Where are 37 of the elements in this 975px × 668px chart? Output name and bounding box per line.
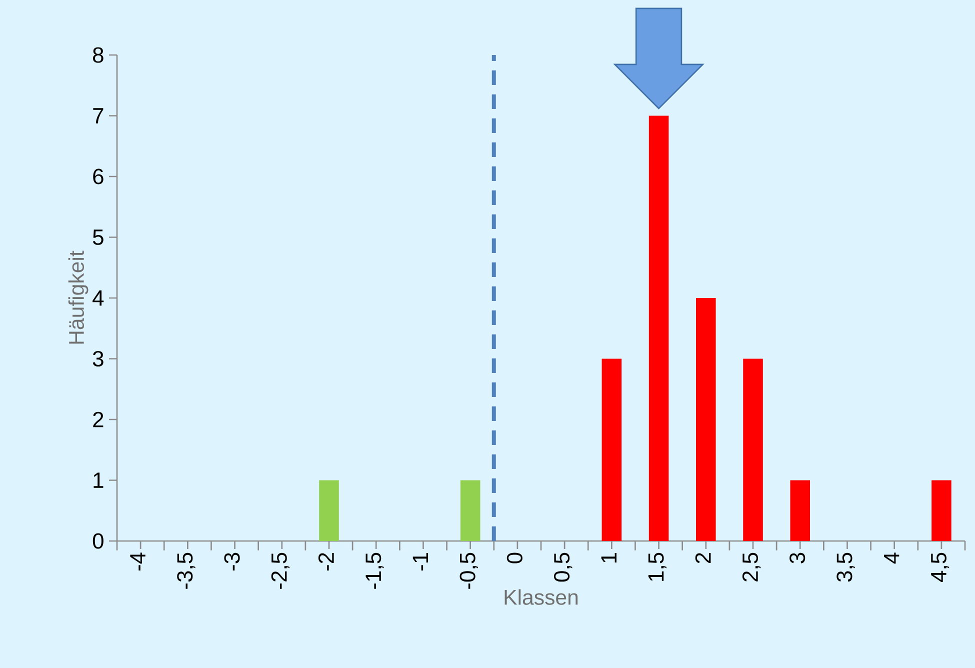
x-tick-label: 0,5 (554, 552, 572, 582)
x-tick-label: 4,5 (931, 552, 950, 582)
bar (696, 298, 716, 541)
y-tick-label: 2 (93, 412, 104, 428)
bar (602, 358, 622, 541)
x-tick-label: -2 (318, 553, 334, 571)
bar (460, 480, 480, 541)
y-tick-label: 0 (92, 533, 104, 549)
x-tick-label: -2,5 (271, 552, 290, 589)
y-axis-title: Häufigkeit (68, 250, 88, 344)
bar (648, 116, 669, 541)
y-tick-label: 4 (92, 290, 104, 306)
x-tick-label: 2,5 (742, 552, 761, 582)
x-tick-label: 1 (601, 553, 616, 562)
x-tick-label: -4 (130, 552, 146, 571)
y-tick-label: 1 (94, 472, 104, 488)
x-tick-label: 4 (884, 552, 900, 564)
y-tick-label: 7 (93, 108, 104, 124)
x-axis-title: Klassen (504, 589, 578, 605)
y-tick-label: 8 (93, 47, 104, 63)
x-tick-label: 3,5 (836, 552, 855, 582)
x-tick-label: -3 (224, 552, 240, 571)
x-tick-label: 0 (506, 552, 522, 564)
x-tick-label: 1,5 (648, 552, 666, 581)
x-tick-label: 3 (790, 552, 806, 564)
x-tick-label: -0,5 (460, 552, 478, 589)
y-tick-label: 5 (92, 230, 104, 245)
x-tick-label: -3,5 (177, 552, 196, 589)
bar (932, 480, 952, 541)
x-tick-label: -1 (412, 553, 428, 571)
bar (743, 358, 763, 541)
y-tick-label: 6 (93, 168, 104, 184)
x-tick-label: 2 (695, 553, 711, 564)
bar (319, 480, 339, 541)
bar (790, 480, 810, 541)
x-tick-label: -1,5 (366, 552, 384, 589)
y-tick-label: 3 (92, 350, 104, 367)
